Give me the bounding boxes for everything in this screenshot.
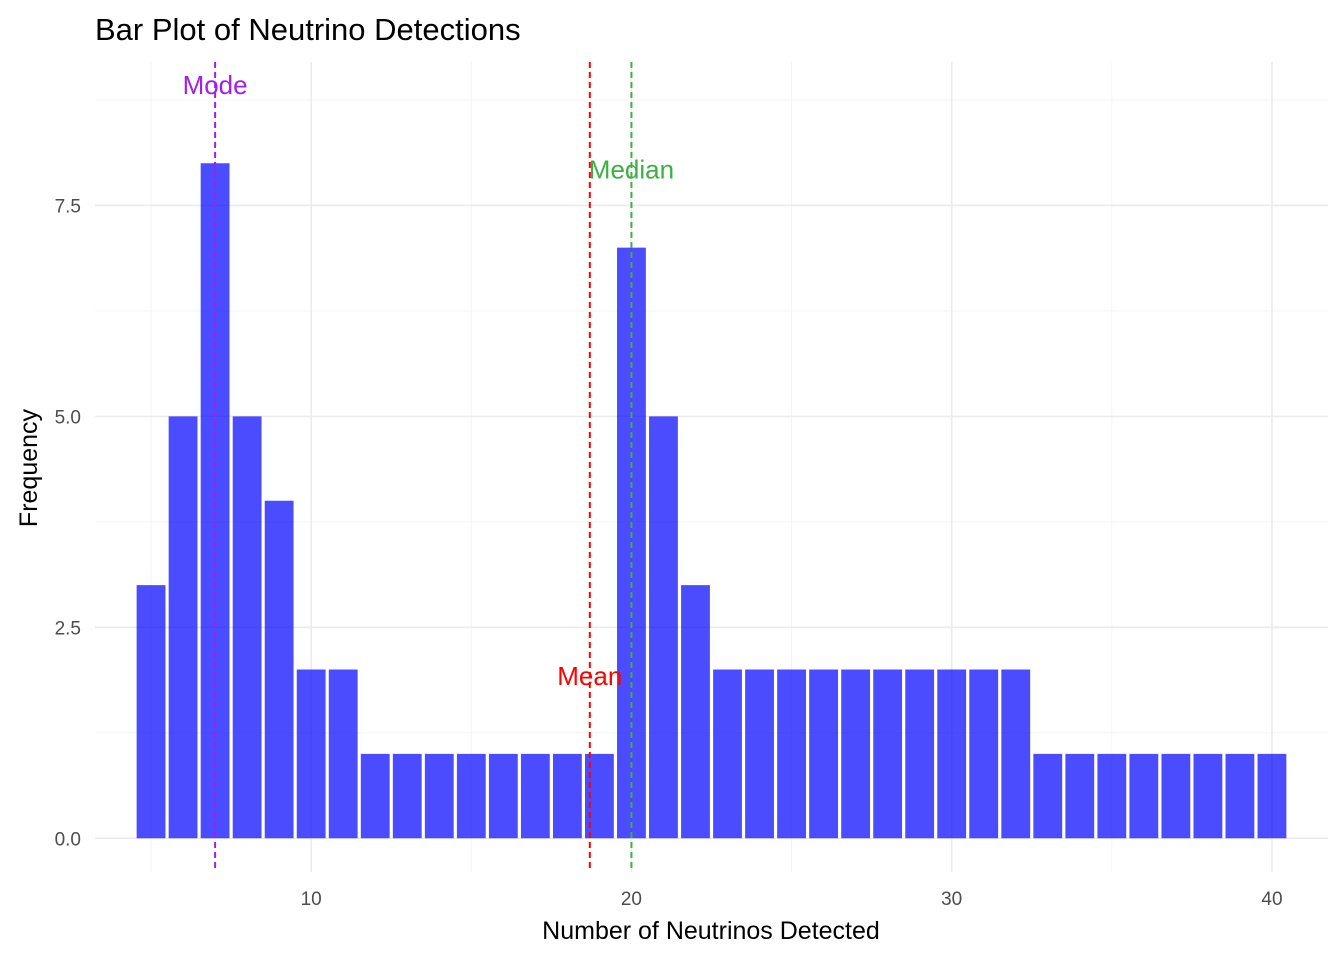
- bar-24: [745, 669, 774, 839]
- x-axis-title: Number of Neutrinos Detected: [542, 917, 880, 945]
- bar-26: [809, 669, 839, 839]
- bar-17: [520, 753, 550, 839]
- bar-23: [713, 669, 742, 839]
- bar-33: [1033, 753, 1063, 839]
- bar-21: [649, 416, 678, 839]
- mode-label: Mode: [183, 70, 248, 100]
- y-tick-label: 2.5: [55, 618, 81, 639]
- chart-title: Bar Plot of Neutrino Detections: [95, 12, 521, 47]
- median-label: Median: [589, 155, 674, 185]
- mean-label: Mean: [557, 661, 622, 691]
- x-tick-label: 40: [1261, 889, 1282, 910]
- bar-32: [1001, 669, 1031, 839]
- bar-30: [937, 669, 967, 839]
- bar-13: [392, 753, 422, 839]
- bars: [136, 163, 1287, 839]
- bar-36: [1129, 753, 1159, 839]
- y-axis-title: Frequency: [15, 408, 43, 527]
- reference-lines: Mode Median Mean: [183, 62, 674, 872]
- x-tick-label: 30: [941, 889, 962, 910]
- bar-27: [841, 669, 871, 839]
- bar-22: [681, 585, 710, 839]
- bar-11: [328, 669, 358, 839]
- x-tick-label: 20: [621, 889, 642, 910]
- bar-15: [456, 753, 486, 839]
- bar-40: [1257, 753, 1287, 839]
- bar-35: [1097, 753, 1127, 839]
- bar-6: [168, 416, 198, 839]
- bar-29: [905, 669, 935, 839]
- bar-39: [1225, 753, 1255, 839]
- y-tick-label: 5.0: [55, 407, 81, 428]
- bar-16: [488, 753, 518, 839]
- bar-37: [1161, 753, 1191, 839]
- bar-8: [232, 416, 262, 839]
- bar-38: [1193, 753, 1223, 839]
- bar-10: [296, 669, 326, 839]
- y-tick-label: 7.5: [55, 196, 81, 217]
- bar-12: [360, 753, 390, 839]
- tick-labels: 10 20 30 40 0.0 2.5 5.0 7.5: [55, 196, 1283, 910]
- bar-34: [1065, 753, 1095, 839]
- bar-14: [424, 753, 454, 839]
- bar-28: [873, 669, 903, 839]
- bar-31: [969, 669, 999, 839]
- y-tick-label: 0.0: [55, 829, 81, 850]
- bar-18: [552, 753, 582, 839]
- x-tick-label: 10: [301, 889, 322, 910]
- bar-9: [264, 500, 294, 839]
- bar-25: [777, 669, 806, 839]
- bar-5: [136, 585, 166, 839]
